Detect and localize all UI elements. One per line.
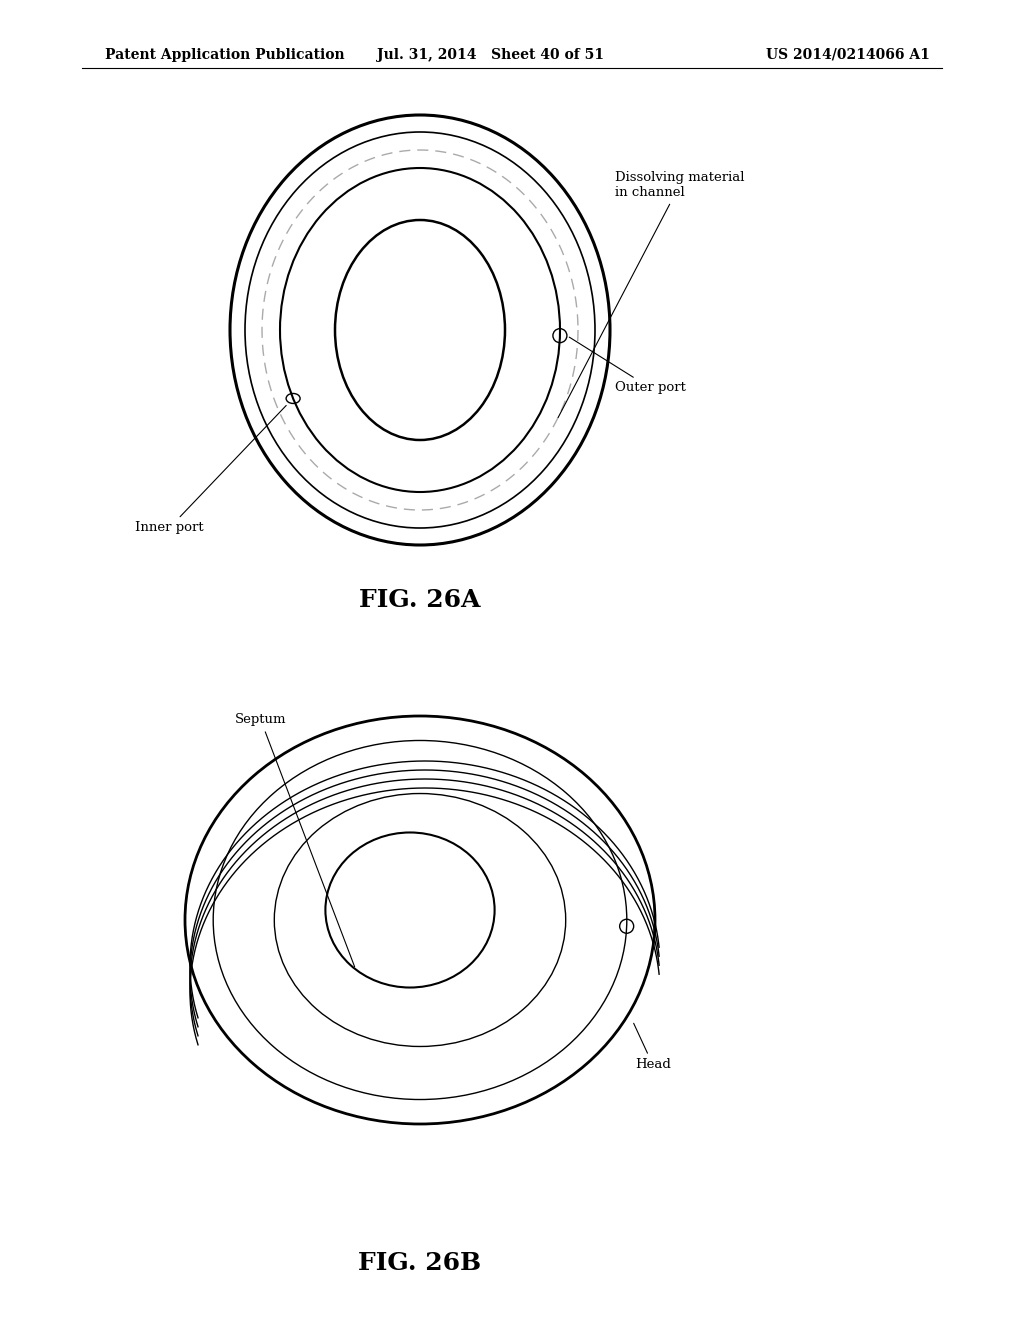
Text: Inner port: Inner port	[135, 405, 286, 535]
Text: Jul. 31, 2014   Sheet 40 of 51: Jul. 31, 2014 Sheet 40 of 51	[377, 48, 603, 62]
Text: FIG. 26B: FIG. 26B	[358, 1251, 481, 1275]
Text: Dissolving material
in channel: Dissolving material in channel	[558, 172, 744, 417]
Text: Outer port: Outer port	[569, 337, 686, 395]
Text: Septum: Septum	[234, 714, 354, 966]
Text: US 2014/0214066 A1: US 2014/0214066 A1	[766, 48, 930, 62]
Text: Patent Application Publication: Patent Application Publication	[105, 48, 345, 62]
Text: FIG. 26A: FIG. 26A	[359, 587, 480, 612]
Text: Head: Head	[634, 1023, 671, 1072]
